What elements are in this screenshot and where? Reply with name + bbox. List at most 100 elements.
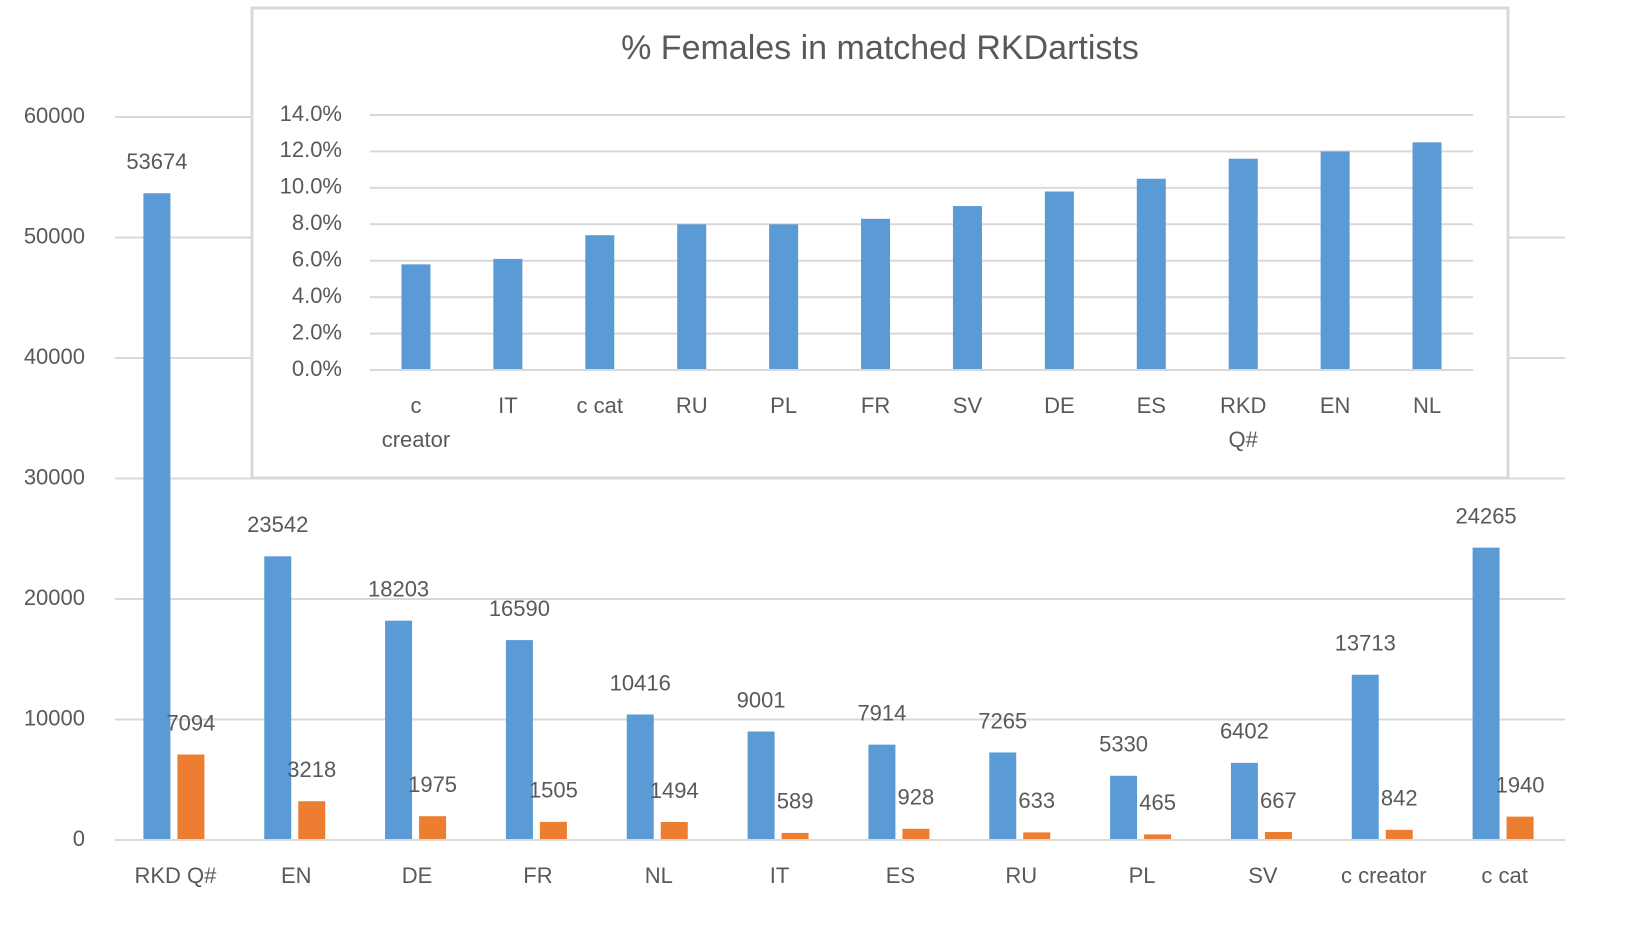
x-tick-label: NL [645,863,673,888]
bar [989,752,1017,840]
bar [1264,831,1292,840]
value-label: 7265 [978,708,1027,733]
x-tick-label: FR [861,393,890,418]
value-label: 18203 [368,576,429,601]
bar [861,218,891,370]
value-label: 53674 [126,149,187,174]
bar [298,801,326,840]
x-tick-label: c cat [1481,863,1527,888]
bar [626,714,654,840]
bar [902,828,930,840]
bar [1412,142,1442,370]
x-tick-label: ES [1137,393,1166,418]
value-label: 7914 [857,700,906,725]
x-tick-label: PL [1129,863,1156,888]
y-tick-label: 0 [73,826,85,851]
x-tick-label: NL [1413,393,1441,418]
bar [143,193,171,841]
y-tick-label: 6.0% [292,247,342,272]
value-label: 23542 [247,512,308,537]
value-label: 10416 [610,670,671,695]
value-label: 1975 [408,772,457,797]
bar [1023,832,1051,840]
bar [868,744,896,840]
bar [1110,775,1138,840]
y-tick-label: 10000 [24,705,85,730]
x-tick-label: c cat [577,393,623,418]
x-tick-label: RKD Q# [1220,393,1266,452]
y-tick-label: 50000 [24,223,85,248]
y-tick-label: 10.0% [280,174,342,199]
value-label: 6402 [1220,719,1269,744]
x-tick-label: RU [676,393,708,418]
x-tick-label: c creator [382,393,450,452]
bar [769,224,799,370]
y-tick-label: 8.0% [292,210,342,235]
x-tick-label: DE [1044,393,1075,418]
x-tick-label: EN [281,863,312,888]
x-tick-label: SV [953,393,983,418]
bar [1144,834,1172,840]
x-tick-label: RU [1005,863,1037,888]
bar [419,816,447,840]
bar [1228,158,1258,370]
y-tick-label: 40000 [24,344,85,369]
bar [264,556,292,840]
bar [1320,151,1350,370]
bar [505,640,533,840]
bar [677,224,707,370]
value-label: 589 [777,789,814,814]
value-label: 465 [1139,790,1176,815]
x-tick-label: RKD Q# [134,863,217,888]
bar [1385,829,1413,840]
y-tick-label: 12.0% [280,137,342,162]
y-tick-label: 20000 [24,585,85,610]
value-label: 13713 [1335,631,1396,656]
y-tick-label: 30000 [24,464,85,489]
value-label: 842 [1381,786,1418,811]
bar [177,754,205,840]
x-tick-label: IT [770,863,790,888]
x-tick-label: EN [1320,393,1351,418]
bar [493,258,523,370]
x-tick-label: PL [770,393,797,418]
bar [1136,178,1166,370]
bar [539,821,567,840]
bar [1506,816,1534,840]
value-label: 3218 [287,757,336,782]
value-label: 7094 [166,710,215,735]
value-label: 1505 [529,778,578,803]
value-label: 16590 [489,596,550,621]
bar [1472,547,1500,840]
y-tick-label: 0.0% [292,356,342,381]
bar [401,264,431,370]
y-tick-label: 14.0% [280,101,342,126]
value-label: 1940 [1496,772,1545,797]
y-tick-label: 60000 [24,103,85,128]
bar [385,620,413,840]
x-tick-label: c creator [1341,863,1427,888]
bar [747,731,775,840]
value-label: 667 [1260,788,1297,813]
bar [660,821,688,840]
x-tick-label: FR [523,863,552,888]
value-label: 928 [898,785,935,810]
bar [585,235,615,370]
bar [952,206,982,370]
x-tick-label: IT [498,393,518,418]
y-tick-label: 4.0% [292,283,342,308]
chart-title: % Females in matched RKDartists [621,29,1139,67]
bar [1351,674,1379,840]
value-label: 1494 [650,778,699,803]
bar [1044,191,1074,370]
x-tick-label: DE [402,863,433,888]
value-label: 5330 [1099,732,1148,757]
y-tick-label: 2.0% [292,319,342,344]
bar [781,832,809,840]
value-label: 9001 [737,687,786,712]
bar [1230,762,1258,840]
value-label: 633 [1018,788,1055,813]
x-tick-label: SV [1248,863,1278,888]
value-label: 24265 [1455,503,1516,528]
